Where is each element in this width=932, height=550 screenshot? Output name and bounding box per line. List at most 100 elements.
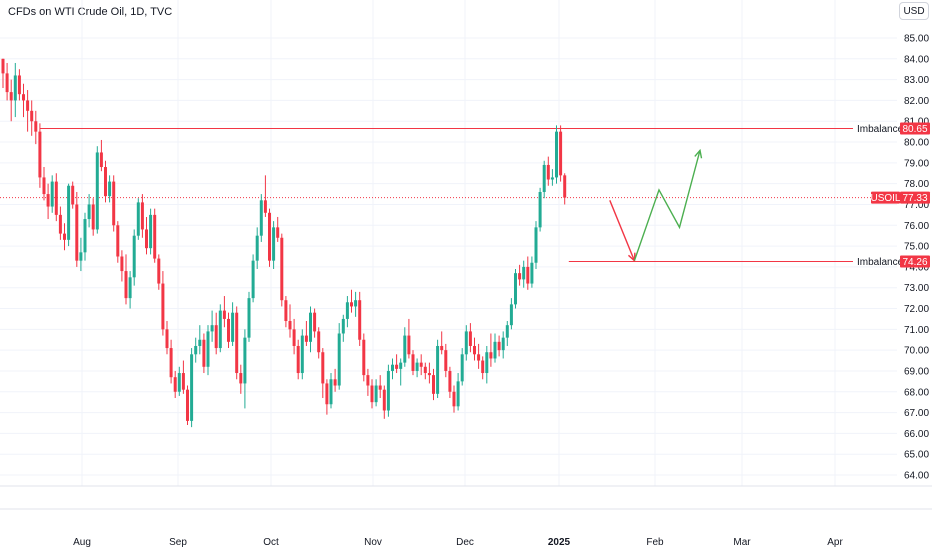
time-tick-label: 2025 — [548, 537, 571, 548]
candle — [165, 321, 169, 355]
candle — [313, 308, 317, 338]
price-tick-label: 70.00 — [904, 346, 929, 357]
candle-body — [75, 204, 79, 261]
candle-body — [321, 352, 325, 384]
price-tag-value: 74.26 — [902, 257, 927, 268]
candle — [350, 289, 353, 313]
currency-button[interactable]: USD — [899, 2, 929, 20]
candle — [550, 169, 554, 186]
candle-body — [559, 131, 563, 176]
candle-body — [403, 335, 407, 363]
candle — [30, 100, 34, 136]
candle — [304, 321, 308, 346]
candle-body — [5, 73, 9, 93]
candle-body — [128, 277, 132, 299]
candle-body — [67, 185, 71, 240]
candle — [194, 337, 198, 363]
price-tick-label: 84.00 — [904, 54, 929, 65]
candle-body — [149, 214, 153, 249]
candle-body — [522, 266, 526, 280]
candle-body — [300, 335, 304, 374]
price-tick-label: 67.00 — [904, 408, 929, 419]
candle — [514, 268, 517, 309]
projection-up-arrowhead — [694, 148, 703, 159]
candle — [5, 62, 9, 101]
candle-body — [227, 318, 230, 342]
price-tick-label: 77.00 — [904, 200, 929, 211]
candle-body — [124, 271, 128, 299]
candle — [555, 125, 558, 184]
price-axis[interactable]: 85.00 84.00 83.00 82.00 81.00 80.00 79.00 78.00… — [904, 34, 929, 482]
candle-body — [514, 273, 517, 305]
candle — [177, 366, 181, 396]
price-tick-label: 78.00 — [904, 179, 929, 190]
candle — [427, 362, 431, 384]
time-tick-label: Dec — [456, 537, 474, 548]
candle — [268, 208, 271, 267]
candle-body — [399, 362, 403, 369]
candle-body — [1, 58, 5, 74]
candle — [497, 335, 501, 357]
candle — [386, 364, 390, 417]
candle — [210, 310, 214, 342]
candle — [239, 364, 243, 394]
candle — [362, 333, 366, 382]
price-tick-label: 76.00 — [904, 221, 929, 232]
candle — [190, 348, 194, 428]
candle — [559, 125, 563, 182]
candle-body — [17, 75, 21, 95]
candle — [452, 385, 456, 413]
candle-body — [34, 121, 38, 132]
candle — [140, 194, 144, 238]
candle-body — [63, 233, 66, 240]
candle-body — [395, 364, 399, 369]
candle-body — [194, 345, 198, 355]
time-tick-label: Apr — [827, 537, 843, 548]
candle-body — [198, 339, 202, 346]
candle-body — [415, 362, 419, 371]
candle — [509, 298, 513, 330]
candle — [399, 358, 403, 386]
candle-body — [538, 191, 542, 228]
candle — [67, 183, 71, 247]
candle-body — [206, 331, 210, 367]
candle — [263, 175, 267, 217]
symbol-tag-label: USOIL — [870, 193, 900, 204]
time-axis[interactable]: Aug Sep Oct Nov Dec 2025 Feb Mar Apr — [73, 537, 843, 548]
candle — [161, 271, 165, 336]
price-tick-label: 72.00 — [904, 304, 929, 315]
candle-body — [468, 331, 472, 346]
candle-body — [251, 260, 255, 299]
candle — [247, 291, 251, 342]
candle-body — [71, 185, 75, 205]
candle — [63, 223, 66, 251]
candle-body — [235, 312, 239, 374]
candle-body — [432, 375, 435, 394]
candle — [563, 173, 567, 205]
candle — [136, 198, 140, 240]
candle — [538, 187, 542, 232]
candle-body — [132, 235, 136, 278]
candle-body — [341, 318, 345, 334]
candle — [112, 175, 116, 232]
candle — [181, 360, 185, 394]
candle — [149, 208, 153, 255]
candle — [432, 368, 435, 401]
candle-body — [370, 385, 374, 403]
candle-body — [292, 329, 296, 346]
candle-body — [440, 345, 444, 351]
price-tick-label: 66.00 — [904, 429, 929, 440]
candle — [337, 323, 341, 390]
candle-body — [214, 325, 218, 349]
candle — [235, 306, 239, 380]
candle — [374, 379, 378, 407]
candle-body — [501, 337, 505, 351]
candle — [317, 327, 321, 359]
candle-body — [534, 227, 538, 263]
candle — [75, 191, 79, 267]
candle-body — [104, 167, 107, 197]
candle-body — [99, 152, 103, 168]
candle — [1, 58, 5, 88]
price-tick-label: 74.00 — [904, 262, 929, 273]
